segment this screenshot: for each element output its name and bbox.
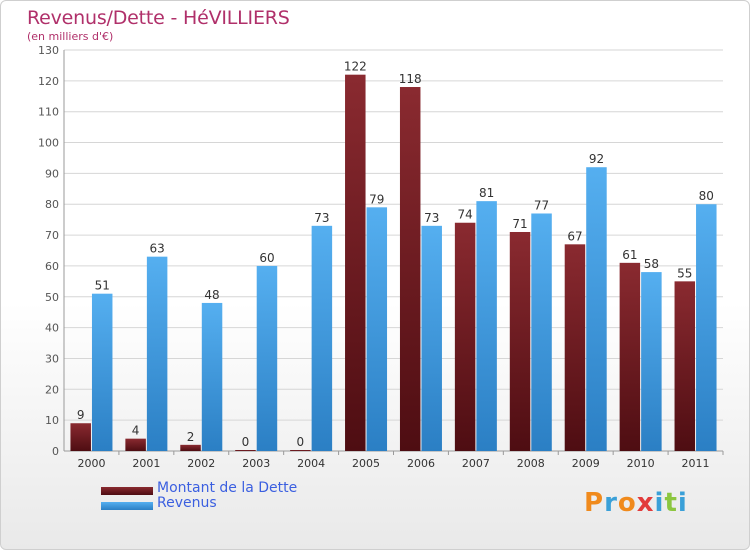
bar-dette — [290, 450, 311, 451]
bar-dette — [399, 87, 421, 451]
data-label: 2 — [187, 430, 195, 444]
x-tick-label: 2011 — [682, 457, 710, 470]
x-tick-label: 2010 — [627, 457, 655, 470]
data-label: 92 — [589, 152, 604, 166]
bar-dette — [345, 74, 366, 451]
x-tick-label: 2001 — [132, 457, 160, 470]
bar-dette — [619, 262, 641, 451]
legend-swatch-debt — [101, 487, 153, 495]
data-label: 48 — [204, 288, 219, 302]
y-tick-label: 40 — [45, 322, 59, 335]
bar-revenus — [531, 213, 552, 451]
data-label: 73 — [314, 211, 329, 225]
bar-revenus — [641, 272, 662, 451]
logo-letter: x — [636, 488, 655, 518]
x-tick-label: 2007 — [462, 457, 490, 470]
x-tick-label: 2000 — [77, 457, 105, 470]
y-tick-label: 70 — [45, 229, 59, 242]
logo-letter: i — [654, 488, 665, 518]
data-label: 55 — [677, 266, 692, 280]
data-label: 80 — [699, 189, 714, 203]
proxiti-logo: Proxiti — [584, 488, 688, 518]
y-tick-label: 50 — [45, 291, 59, 304]
data-label: 4 — [132, 424, 140, 438]
y-tick-label: 30 — [45, 352, 59, 365]
bar-dette — [454, 222, 476, 451]
legend-label-revenus: Revenus — [157, 495, 217, 511]
chart-subtitle: (en milliers d'€) — [27, 30, 114, 43]
x-tick-label: 2004 — [297, 457, 325, 470]
bar-revenus — [366, 207, 388, 451]
data-label: 61 — [622, 248, 637, 262]
data-label: 51 — [95, 279, 110, 293]
y-tick-label: 110 — [38, 106, 59, 119]
bar-revenus — [201, 302, 223, 451]
bar-revenus — [421, 225, 442, 451]
bar-revenus — [696, 204, 717, 451]
bar-revenus — [256, 265, 278, 451]
x-tick-label: 2008 — [517, 457, 545, 470]
bar-revenus — [476, 201, 497, 451]
data-label: 60 — [259, 251, 274, 265]
x-tick-label: 2003 — [242, 457, 270, 470]
logo-letter: r — [604, 488, 618, 518]
data-label: 77 — [534, 198, 549, 212]
data-label: 0 — [297, 435, 305, 449]
bar-dette — [180, 444, 201, 451]
chart-title: Revenus/Dette - HéVILLIERS — [27, 7, 290, 29]
y-tick-label: 100 — [38, 137, 59, 150]
y-tick-label: 0 — [52, 445, 59, 458]
bar-revenus — [311, 225, 333, 451]
x-tick-label: 2006 — [407, 457, 435, 470]
bar-dette — [674, 281, 696, 451]
x-tick-label: 2005 — [352, 457, 380, 470]
data-label: 122 — [344, 60, 367, 74]
x-tick-label: 2002 — [187, 457, 215, 470]
y-tick-label: 90 — [45, 167, 59, 180]
data-label: 63 — [149, 242, 164, 256]
data-label: 9 — [77, 408, 85, 422]
legend-swatch-revenus — [101, 502, 153, 510]
bar-dette — [564, 244, 586, 451]
y-tick-label: 120 — [38, 75, 59, 88]
data-label: 0 — [242, 435, 250, 449]
data-label: 73 — [424, 211, 439, 225]
y-tick-label: 60 — [45, 260, 59, 273]
data-label: 58 — [644, 257, 659, 271]
logo-letter: t — [664, 488, 678, 518]
bar-revenus — [146, 256, 168, 451]
bar-revenus — [91, 293, 113, 451]
data-label: 71 — [512, 217, 527, 231]
logo-letter: o — [617, 488, 637, 518]
y-tick-label: 10 — [45, 414, 59, 427]
data-label: 74 — [457, 208, 472, 222]
bar-dette — [235, 450, 256, 451]
legend-label-debt: Montant de la Dette — [157, 480, 298, 496]
y-tick-label: 130 — [38, 44, 59, 57]
bar-dette — [125, 438, 146, 451]
y-tick-label: 80 — [45, 198, 59, 211]
data-label: 81 — [479, 186, 494, 200]
data-label: 118 — [399, 72, 422, 86]
data-label: 67 — [567, 229, 582, 243]
data-label: 79 — [369, 192, 384, 206]
x-tick-label: 2009 — [572, 457, 600, 470]
bar-revenus — [586, 167, 607, 451]
y-tick-label: 20 — [45, 383, 59, 396]
logo-letter: P — [584, 488, 605, 518]
bar-dette — [509, 231, 531, 451]
bar-dette — [70, 423, 91, 451]
logo-letter: i — [677, 488, 688, 518]
